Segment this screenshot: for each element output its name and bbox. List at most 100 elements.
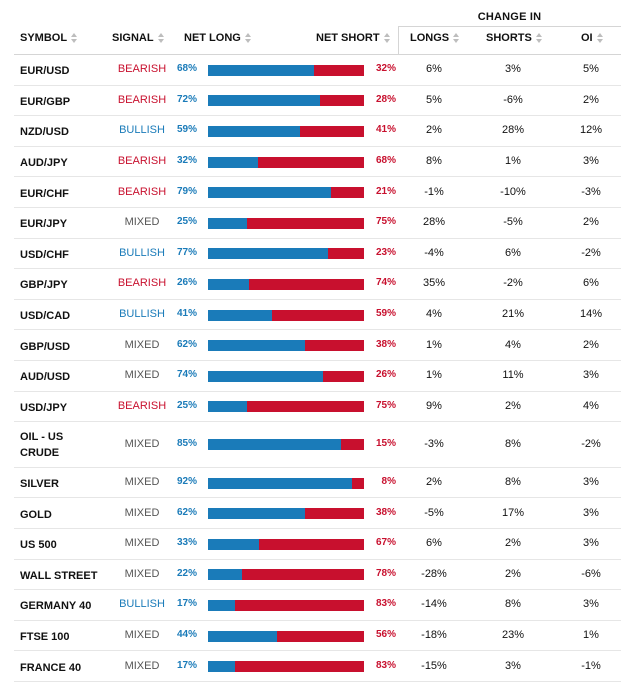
change-oi-cell: 12% <box>579 124 603 137</box>
sentiment-bar <box>208 439 364 451</box>
column-header-net-short[interactable]: NET SHORT <box>316 32 391 44</box>
sort-icon[interactable] <box>71 33 78 43</box>
symbol-cell[interactable]: OIL - US CRUDE <box>20 430 64 459</box>
change-shorts-cell: -6% <box>503 93 523 106</box>
sort-icon[interactable] <box>596 33 604 43</box>
sentiment-bar-long-fill <box>208 439 341 451</box>
symbol-cell[interactable]: GOLD <box>20 508 52 521</box>
column-header-net-long[interactable]: NET LONG <box>184 32 252 44</box>
symbol-cell[interactable]: USD/JPY <box>20 401 68 414</box>
symbol-cell[interactable]: FTSE 100 <box>20 631 70 644</box>
table-row[interactable]: EUR/GBP BEARISH 72% 28% 5% -6% 2% <box>0 86 621 117</box>
symbol-cell[interactable]: GERMANY 40 <box>20 600 92 613</box>
change-longs-cell: 35% <box>422 277 446 290</box>
sentiment-bar <box>208 661 364 673</box>
table-row[interactable]: GBP/JPY BEARISH 26% 74% 35% -2% 6% <box>0 269 621 300</box>
row-divider <box>14 206 621 208</box>
change-shorts-cell: -5% <box>503 216 523 229</box>
change-in-divider <box>398 26 621 27</box>
net-long-percent: 33% <box>176 537 197 549</box>
table-row[interactable]: GBP/USD MIXED 62% 38% 1% 4% 2% <box>0 330 621 361</box>
sentiment-bar <box>208 569 364 581</box>
sentiment-bar <box>208 538 364 550</box>
sort-icon[interactable] <box>535 33 543 43</box>
table-row[interactable]: EUR/JPY MIXED 25% 75% 28% -5% 2% <box>0 208 621 239</box>
column-header-longs-label: LONGS <box>410 32 450 44</box>
symbol-cell[interactable]: SILVER <box>20 478 59 491</box>
symbol-cell[interactable]: USD/CAD <box>20 310 71 323</box>
symbol-cell[interactable]: WALL STREET <box>20 569 98 582</box>
symbol-cell[interactable]: EUR/USD <box>20 65 70 78</box>
column-header-oi[interactable]: OI <box>581 32 604 44</box>
change-oi-cell: 2% <box>583 216 599 229</box>
table-row[interactable]: EUR/CHF BEARISH 79% 21% -1% -10% -3% <box>0 177 621 208</box>
row-divider <box>14 650 621 652</box>
signal-cell: MIXED <box>124 437 160 450</box>
table-row[interactable]: EUR/USD BEARISH 68% 32% 6% 3% 5% <box>0 55 621 86</box>
column-header-longs[interactable]: LONGS <box>410 32 460 44</box>
sentiment-bar-long-fill <box>208 187 332 199</box>
symbol-cell[interactable]: EUR/CHF <box>20 187 69 200</box>
sentiment-bar <box>208 401 364 413</box>
table-row[interactable]: US 500 MIXED 33% 67% 6% 2% 3% <box>0 529 621 560</box>
table-row[interactable]: FRANCE 40 MIXED 17% 83% -15% 3% -1% <box>0 651 621 682</box>
net-long-percent: 62% <box>176 506 197 518</box>
sentiment-bar <box>208 309 364 321</box>
net-short-percent: 83% <box>375 598 396 610</box>
sentiment-bar-long-fill <box>208 125 301 137</box>
column-header-symbol[interactable]: SYMBOL <box>20 32 78 44</box>
symbol-cell[interactable]: GBP/JPY <box>20 279 68 292</box>
table-row[interactable]: USD/CAD BULLISH 41% 59% 4% 21% 14% <box>0 300 621 331</box>
sentiment-bar <box>208 370 364 382</box>
signal-cell: BULLISH <box>119 124 165 137</box>
sentiment-bar-long-fill <box>208 508 305 520</box>
symbol-cell[interactable]: AUD/JPY <box>20 157 68 170</box>
table-row[interactable]: SILVER MIXED 92% 8% 2% 8% 3% <box>0 468 621 499</box>
sort-icon[interactable] <box>453 33 460 43</box>
sort-icon[interactable] <box>383 33 391 43</box>
change-longs-cell: -14% <box>421 598 447 611</box>
column-header-signal[interactable]: SIGNAL <box>112 32 165 44</box>
change-longs-cell: -3% <box>424 437 444 450</box>
net-short-percent: 75% <box>375 399 396 411</box>
symbol-cell[interactable]: EUR/JPY <box>20 218 68 231</box>
table-row[interactable]: OIL - US CRUDE MIXED 85% 15% -3% 8% -2% <box>0 422 621 468</box>
table-row[interactable]: NZD/USD BULLISH 59% 41% 2% 28% 12% <box>0 116 621 147</box>
change-oi-cell: -3% <box>581 185 601 198</box>
table-row[interactable]: USD/CHF BULLISH 77% 23% -4% 6% -2% <box>0 239 621 270</box>
change-shorts-cell: 1% <box>505 155 521 168</box>
table-row[interactable]: USD/JPY BEARISH 25% 75% 9% 2% 4% <box>0 392 621 423</box>
change-shorts-cell: 2% <box>505 399 521 412</box>
sentiment-bar-long-fill <box>208 156 258 168</box>
signal-cell: BULLISH <box>119 308 165 321</box>
symbol-cell[interactable]: US 500 <box>20 539 57 552</box>
table-row[interactable]: FTSE 100 MIXED 44% 56% -18% 23% 1% <box>0 621 621 652</box>
signal-cell: MIXED <box>124 567 160 580</box>
row-divider <box>14 466 621 468</box>
net-short-percent: 28% <box>375 93 396 105</box>
column-header-shorts[interactable]: SHORTS <box>486 32 543 44</box>
symbol-cell[interactable]: EUR/GBP <box>20 95 71 108</box>
sort-icon[interactable] <box>244 33 252 43</box>
change-longs-cell: 2% <box>426 476 442 489</box>
sort-icon[interactable] <box>157 33 165 43</box>
symbol-cell[interactable]: GBP/USD <box>20 340 71 353</box>
symbol-cell[interactable]: USD/CHF <box>20 248 69 261</box>
table-row[interactable]: GERMANY 40 BULLISH 17% 83% -14% 8% 3% <box>0 590 621 621</box>
change-longs-cell: -15% <box>421 659 447 672</box>
table-row[interactable]: AUD/JPY BEARISH 32% 68% 8% 1% 3% <box>0 147 621 178</box>
sentiment-bar <box>208 340 364 352</box>
signal-cell: BULLISH <box>119 246 165 259</box>
change-shorts-cell: 3% <box>505 63 521 76</box>
symbol-cell[interactable]: NZD/USD <box>20 126 69 139</box>
symbol-cell[interactable]: AUD/USD <box>20 371 71 384</box>
sentiment-bar-long-fill <box>208 569 243 581</box>
row-divider <box>14 359 621 361</box>
table-row[interactable]: AUD/USD MIXED 74% 26% 1% 11% 3% <box>0 361 621 392</box>
net-long-percent: 62% <box>176 338 197 350</box>
table-row[interactable]: GOLD MIXED 62% 38% -5% 17% 3% <box>0 498 621 529</box>
table-row[interactable]: WALL STREET MIXED 22% 78% -28% 2% -6% <box>0 560 621 591</box>
net-long-percent: 41% <box>176 308 197 320</box>
symbol-cell[interactable]: FRANCE 40 <box>20 661 82 674</box>
change-longs-cell: -5% <box>424 506 444 519</box>
